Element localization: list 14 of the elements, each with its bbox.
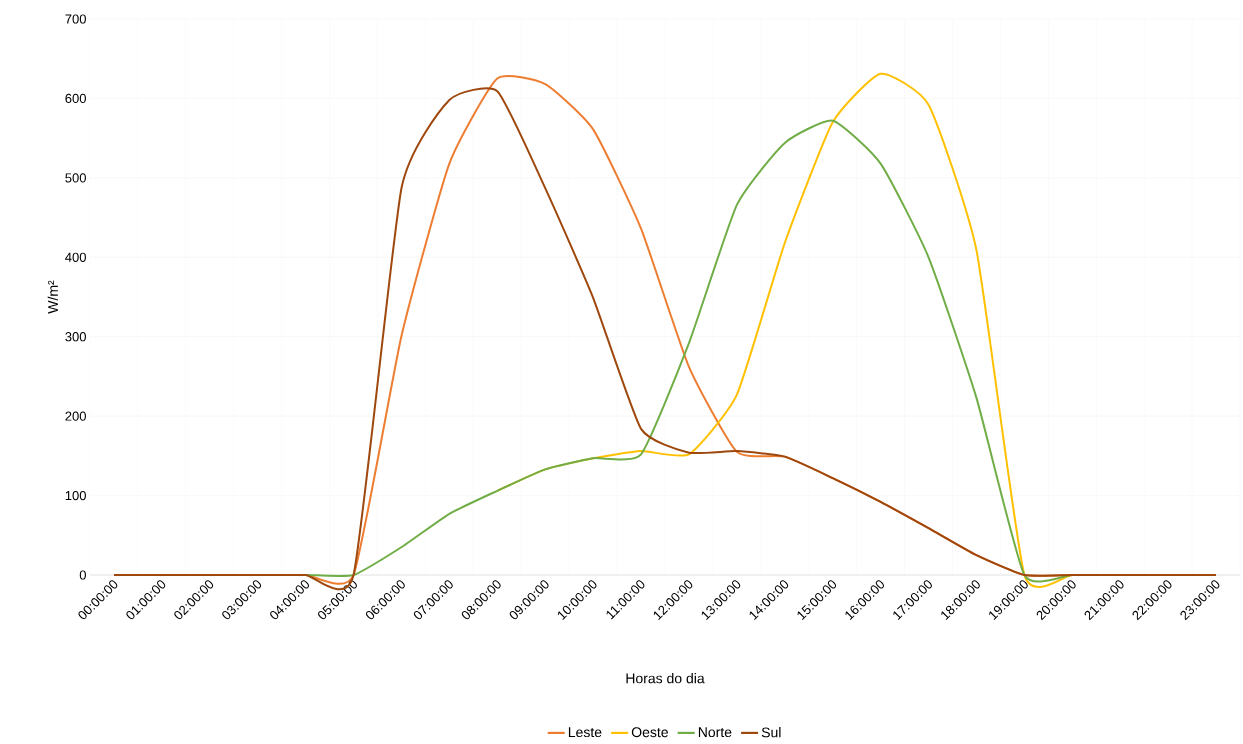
y-tick-label: 200 [65,411,86,421]
x-axis-title: Horas do dia [626,673,705,684]
legend-label: Oeste [631,727,668,738]
legend-label: Norte [698,727,732,738]
legend-label: Sul [761,727,781,738]
y-tick-label: 500 [65,173,86,183]
y-tick-label: 700 [65,14,86,24]
y-axis-title: W/m² [47,280,58,314]
y-tick-label: 400 [65,252,86,262]
legend-label: Leste [568,727,602,738]
y-tick-label: 0 [79,570,86,580]
y-tick-label: 100 [65,490,86,501]
y-tick-label: 600 [65,93,86,104]
y-tick-label: 300 [65,332,86,342]
